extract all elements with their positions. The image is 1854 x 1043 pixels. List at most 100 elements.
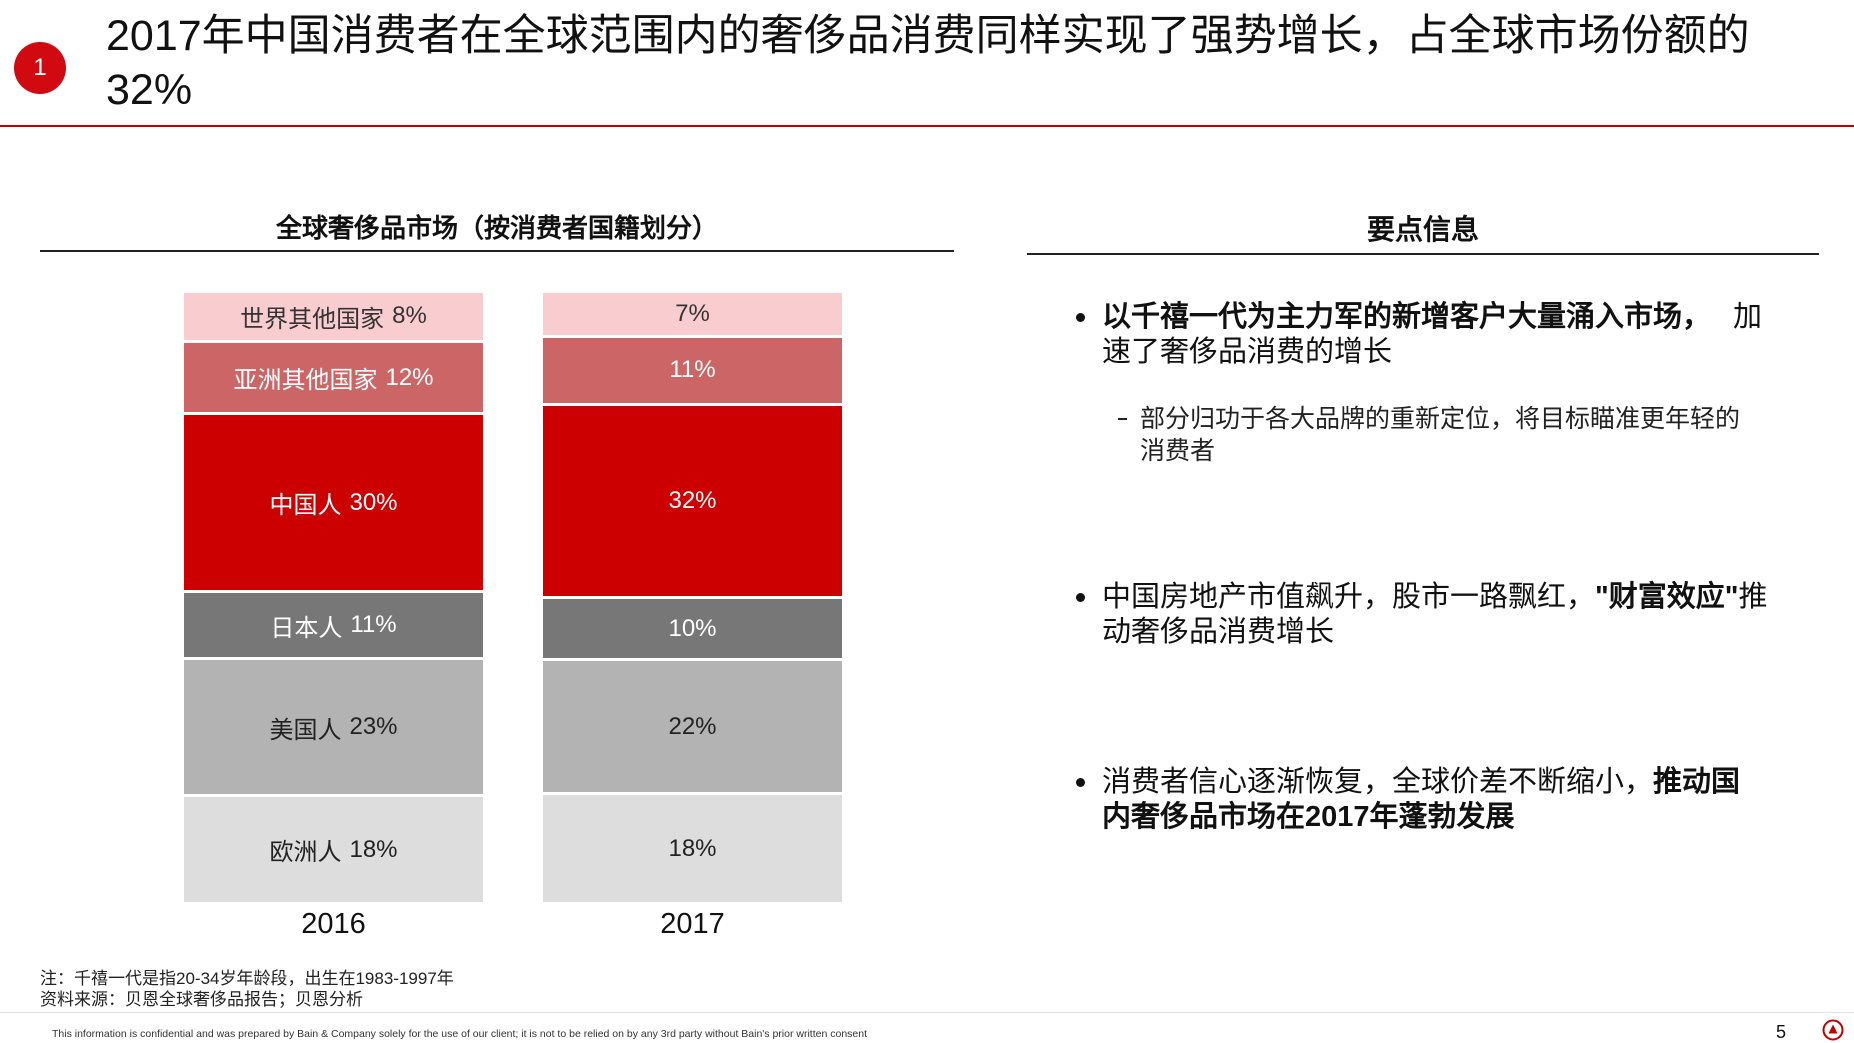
key-point-text: 动奢侈品消费增长 [1102, 616, 1335, 648]
key-point-line: 消费者信心逐渐恢复，全球价差不断缩小，推动国 [1102, 765, 1740, 800]
bar-segment: 中国人 30% [184, 415, 483, 591]
sub-point-line: 消费者 [1140, 437, 1216, 465]
bar-segment: 亚洲其他国家 12% [184, 342, 483, 413]
segment-unit: % [375, 611, 397, 639]
segment-value: 10 [668, 614, 696, 642]
key-points-underline [1027, 253, 1819, 255]
segment-value: 7 [675, 299, 689, 327]
segment-name: 美国人 [269, 716, 342, 744]
chart-title-underline [40, 250, 954, 252]
key-point-line: 中国房地产市值飙升，股市一路飘红，"财富效应"推 [1102, 580, 1768, 615]
segment-unit: % [695, 614, 717, 642]
key-point-line: 以千禧一代为主力军的新增客户大量涌入市场， 加 [1102, 300, 1762, 335]
key-point-emphasis: "财富效应" [1595, 581, 1739, 613]
bar-segment: 美国人 23% [184, 660, 483, 795]
bar-segment: 32% [543, 405, 842, 596]
segment-name: 欧洲人 [269, 839, 342, 867]
data-label: 22% [543, 661, 842, 792]
chart-title: 全球奢侈品市场（按消费者国籍划分） [275, 213, 718, 243]
segment-value: 8 [392, 302, 406, 330]
segment-value: 12 [385, 363, 413, 391]
bar-segment: 22% [543, 661, 842, 793]
key-points-title: 要点信息 [1366, 214, 1479, 245]
bar-segment: 欧洲人 18% [184, 797, 483, 902]
data-label: 10% [543, 599, 842, 658]
key-point-emphasis: 内奢侈品市场在2017年蓬勃发展 [1102, 801, 1515, 833]
bullet-icon [1076, 313, 1085, 322]
segment-value: 23 [349, 713, 377, 741]
key-point-emphasis: 以千禧一代为主力军的新增客户大量涌入市场， [1102, 301, 1712, 333]
key-point-2: 中国房地产市值飙升，股市一路飘红，"财富效应"推 动奢侈品消费增长 [1076, 580, 1768, 650]
data-label: 日本人 11% [184, 593, 483, 657]
footer-divider [0, 1012, 1854, 1013]
segment-value: 30 [349, 488, 377, 516]
title-divider [0, 125, 1854, 127]
bar-segment: 日本人 11% [184, 593, 483, 658]
key-point-1-sub: 部分归功于各大品牌的重新定位，将目标瞄准更年轻的 消费者 [1118, 403, 1741, 467]
footnote-definition: 注：千禧一代是指20-34岁年龄段，出生在1983-1997年 [40, 969, 454, 988]
key-point-line: 速了奢侈品消费的增长 [1102, 335, 1762, 370]
segment-unit: % [376, 488, 398, 516]
bullet-icon [1076, 593, 1085, 602]
data-label: 世界其他国家 8% [184, 293, 483, 340]
bar-segment: 7% [543, 293, 842, 335]
page-number: 5 [1776, 1022, 1787, 1042]
segment-unit: % [695, 712, 717, 740]
key-point-text: 速了奢侈品消费的增长 [1102, 336, 1393, 368]
confidentiality-disclaimer: This information is confidential and was… [52, 1028, 868, 1040]
dash-icon [1118, 418, 1127, 420]
footnotes: 注：千禧一代是指20-34岁年龄段，出生在1983-1997年 资料来源：贝恩全… [40, 968, 454, 1010]
bar-segment: 世界其他国家 8% [184, 293, 483, 340]
section-number: 1 [33, 54, 47, 81]
bar-column: 世界其他国家 8% 亚洲其他国家 12% 中国人 30% 日本人 11% 美国人 23% 欧洲人 18… [184, 293, 483, 902]
bar-segment: 18% [543, 795, 842, 902]
segment-unit: % [688, 299, 710, 327]
data-label: 中国人 30% [184, 415, 483, 590]
key-point-text: 加 [1733, 301, 1763, 333]
segment-unit: % [695, 486, 717, 514]
segment-unit: % [376, 713, 398, 741]
segment-value: 18 [668, 834, 696, 862]
segment-unit: % [695, 834, 717, 862]
segment-unit: % [376, 835, 398, 863]
segment-value: 22 [668, 712, 696, 740]
bar-segment: 11% [543, 337, 842, 403]
data-label: 32% [543, 406, 842, 596]
data-label: 美国人 23% [184, 660, 483, 794]
data-label: 18% [543, 795, 842, 902]
segment-value: 32 [668, 486, 696, 514]
data-label: 欧洲人 18% [184, 797, 483, 902]
key-point-text: 推 [1738, 581, 1768, 613]
segment-name: 日本人 [270, 614, 343, 642]
segment-value: 18 [349, 835, 377, 863]
segment-name: 亚洲其他国家 [233, 367, 378, 395]
key-point-emphasis: 推动国 [1653, 766, 1741, 798]
category-label: 2017 [660, 908, 725, 940]
key-point-text: 中国房地产市值飙升，股市一路飘红， [1102, 581, 1596, 613]
sub-point-line: 部分归功于各大品牌的重新定位，将目标瞄准更年轻的 [1140, 405, 1741, 433]
segment-unit: % [412, 363, 434, 391]
key-point-line: 内奢侈品市场在2017年蓬勃发展 [1102, 800, 1740, 835]
slide-title: 2017年中国消费者在全球范围内的奢侈品消费同样实现了强势增长，占全球市场份额的… [106, 12, 1750, 114]
category-label: 2016 [301, 908, 366, 940]
data-label: 7% [543, 293, 842, 335]
bar-segment: 10% [543, 599, 842, 659]
segment-unit: % [694, 356, 716, 384]
key-point-text: 消费者信心逐渐恢复，全球价差不断缩小， [1102, 766, 1654, 798]
section-number-badge: 1 [14, 42, 66, 94]
key-point-line: 动奢侈品消费增长 [1102, 615, 1768, 650]
bain-logo-icon [1822, 1019, 1844, 1041]
segment-unit: % [405, 302, 427, 330]
footnote-source: 资料来源：贝恩全球奢侈品报告；贝恩分析 [40, 990, 363, 1009]
segment-name: 中国人 [269, 492, 342, 520]
data-label: 亚洲其他国家 12% [184, 343, 483, 413]
key-point-1: 以千禧一代为主力军的新增客户大量涌入市场， 加 速了奢侈品消费的增长 [1076, 300, 1762, 370]
bullet-icon [1076, 778, 1085, 787]
segment-value: 11 [669, 356, 695, 384]
key-point-3: 消费者信心逐渐恢复，全球价差不断缩小，推动国 内奢侈品市场在2017年蓬勃发展 [1076, 765, 1740, 835]
segment-name: 世界其他国家 [240, 305, 385, 333]
bar-column: 7% 11% 32% 10% 22% 18% [543, 293, 842, 902]
data-label: 11% [543, 338, 842, 403]
segment-value: 11 [350, 611, 376, 639]
